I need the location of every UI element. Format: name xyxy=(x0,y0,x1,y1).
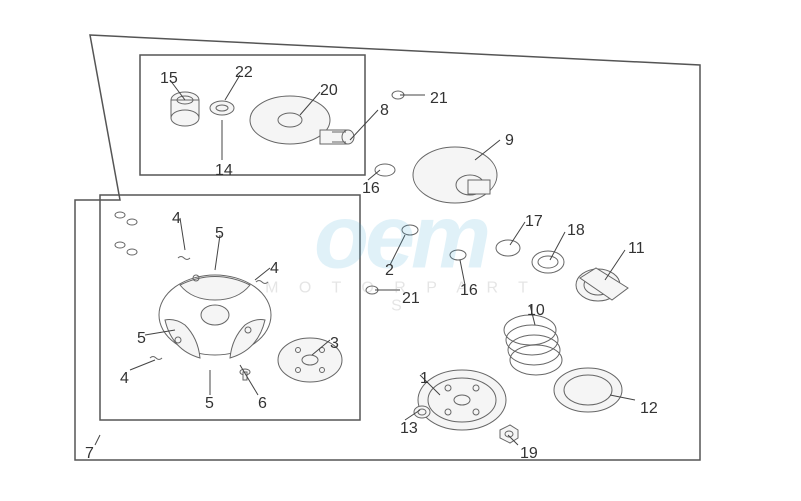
callout-4: 4 xyxy=(172,210,181,228)
leader-line xyxy=(130,360,155,370)
leader-line xyxy=(95,435,100,445)
leader-line xyxy=(368,170,380,180)
callout-11: 11 xyxy=(628,240,645,258)
part-9-movable-face xyxy=(413,147,497,203)
callout-14: 14 xyxy=(215,162,233,180)
leader-line xyxy=(350,110,378,140)
part-10-spring xyxy=(504,315,562,375)
callout-5: 5 xyxy=(137,330,146,348)
callout-1: 1 xyxy=(420,370,429,388)
group-box-bottom xyxy=(100,195,360,420)
callout-13: 13 xyxy=(400,420,418,438)
part-20-driven-face xyxy=(250,96,354,144)
callout-17: 17 xyxy=(525,213,543,231)
leader-line xyxy=(550,232,565,260)
callout-18: 18 xyxy=(567,222,585,240)
callout-5: 5 xyxy=(215,225,224,243)
callout-20: 20 xyxy=(320,82,338,100)
callout-21: 21 xyxy=(430,90,448,108)
callout-4: 4 xyxy=(270,260,279,278)
callout-5: 5 xyxy=(205,395,214,413)
diagram-container: oem M O T O R P A R T S 1522142082191622… xyxy=(0,0,801,501)
callout-16: 16 xyxy=(362,180,380,198)
part-1-clutch-bell xyxy=(418,370,506,430)
callout-7: 7 xyxy=(85,445,94,463)
leader-line xyxy=(255,268,270,280)
callout-21: 21 xyxy=(402,290,420,308)
leader-line xyxy=(390,235,405,265)
callout-22: 22 xyxy=(235,64,253,82)
callout-10: 10 xyxy=(527,302,545,320)
callout-9: 9 xyxy=(505,132,514,150)
callout-4: 4 xyxy=(120,370,129,388)
callout-2: 2 xyxy=(385,262,394,280)
part-14-22-washer xyxy=(210,101,234,115)
callout-16: 16 xyxy=(460,282,478,300)
callout-6: 6 xyxy=(258,395,267,413)
callout-15: 15 xyxy=(160,70,178,88)
part-18-washer xyxy=(532,251,564,273)
callout-8: 8 xyxy=(380,102,389,120)
part-12-cup xyxy=(554,368,622,412)
part-15-bushing xyxy=(171,92,199,126)
part-17-ring xyxy=(496,240,520,256)
callout-12: 12 xyxy=(640,400,658,418)
part-2-ring xyxy=(402,225,418,235)
part-11-sleeve xyxy=(576,268,628,301)
part-16a-oring xyxy=(375,164,395,176)
callout-19: 19 xyxy=(520,445,538,463)
leader-line xyxy=(510,222,525,245)
callout-3: 3 xyxy=(330,335,339,353)
part-16b-oring xyxy=(450,250,466,260)
part-19-nut xyxy=(500,425,518,443)
